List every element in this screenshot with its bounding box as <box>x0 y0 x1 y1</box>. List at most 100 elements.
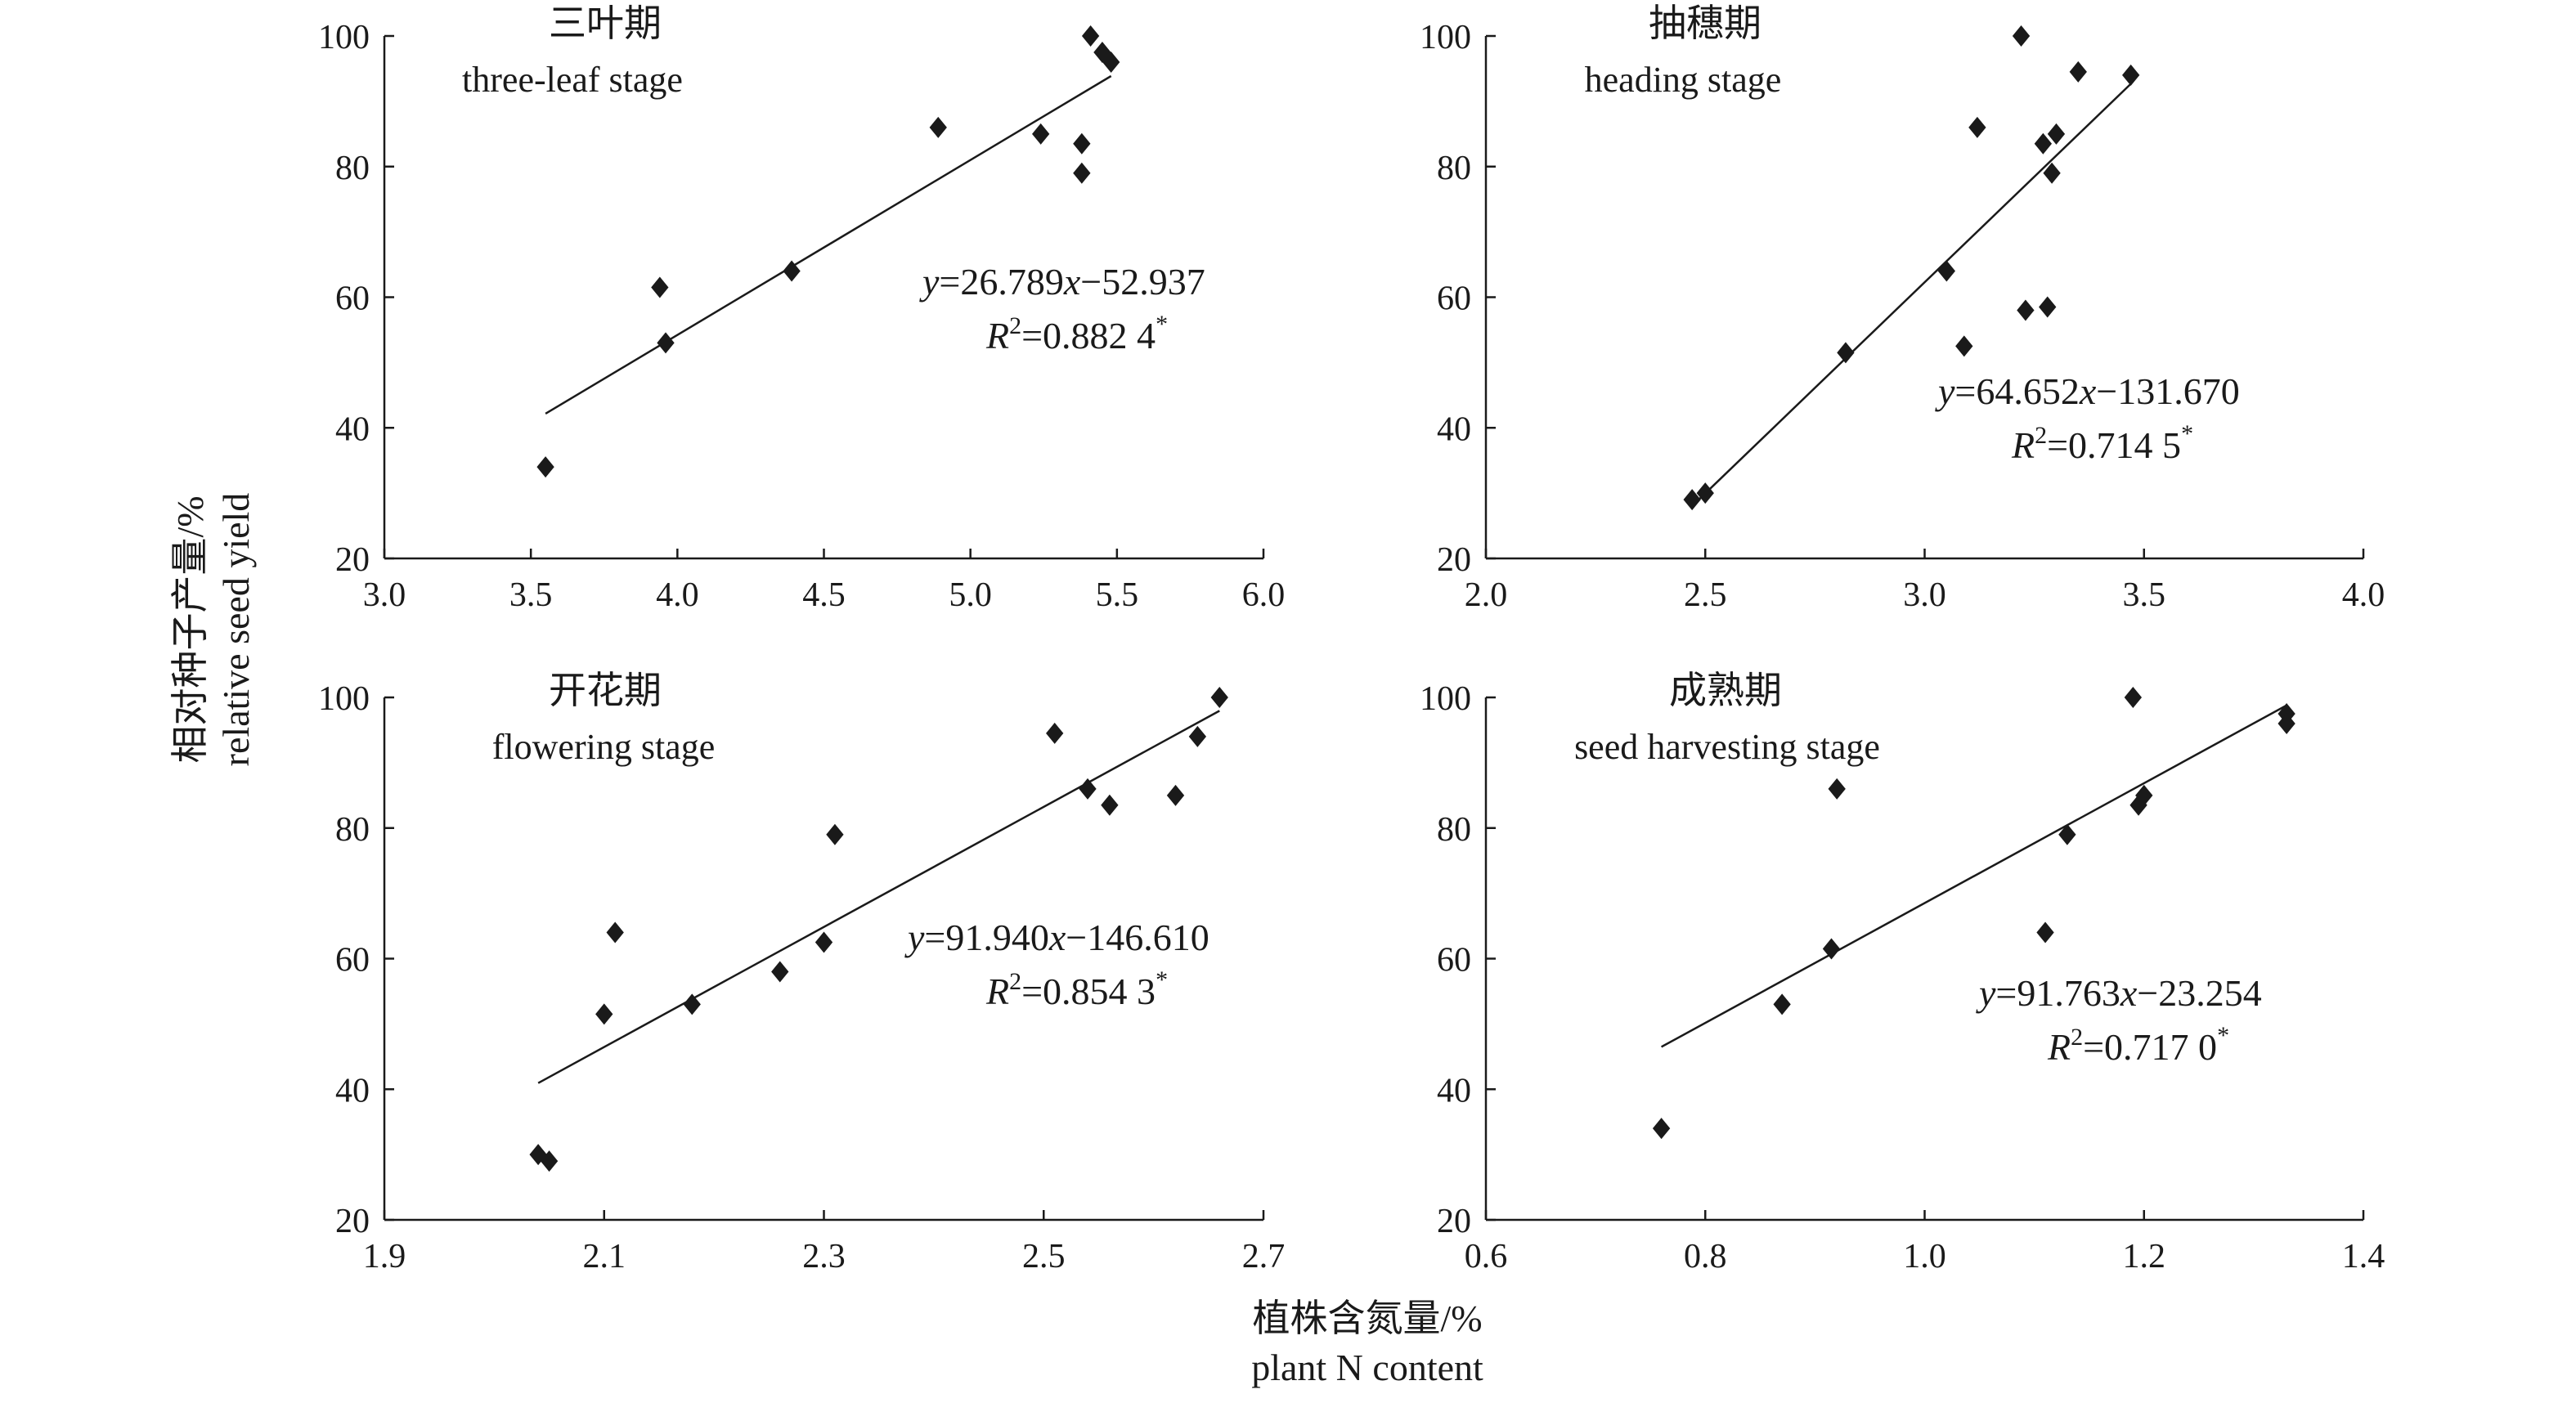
equation-x-symbol: x <box>2079 370 2097 412</box>
data-point <box>1968 116 1986 138</box>
x-tick-label: 3.5 <box>509 576 553 614</box>
panel-heading: 2.0 2.5 3.0 3.5 4.0 20 40 60 80 100 抽穗期 heading sta… <box>1420 2 2385 614</box>
y-tick-label: 80 <box>1437 150 1471 187</box>
data-point <box>1102 51 1120 73</box>
x-tick-label: 2.3 <box>802 1238 846 1275</box>
data-point <box>771 961 789 983</box>
r-squared-superscript: 2 <box>2071 1024 2083 1051</box>
y-tick-label: 80 <box>335 150 370 187</box>
data-point <box>1683 489 1701 511</box>
y-tick-label: 60 <box>1437 942 1471 979</box>
x-tick-label: 2.7 <box>1242 1238 1286 1275</box>
data-point <box>1828 778 1846 800</box>
data-point <box>1046 722 1064 744</box>
data-point <box>1093 41 1111 63</box>
data-point <box>1081 25 1100 47</box>
y-tick-label: 100 <box>318 680 370 718</box>
regression-equation: y=26.789x−52.937 <box>919 261 1205 303</box>
r-squared-value: =0.714 5 <box>2047 424 2181 466</box>
x-tick-label: 4.5 <box>802 576 846 614</box>
data-point <box>2017 299 2035 321</box>
equation-y-symbol: y <box>919 261 940 303</box>
significance-mark: * <box>1156 966 1168 993</box>
data-point <box>657 332 675 354</box>
equation-intercept: −131.670 <box>2096 370 2239 412</box>
equation-intercept: −52.937 <box>1080 261 1205 303</box>
regression-equation: y=91.940x−146.610 <box>904 917 1209 958</box>
r-squared-value: =0.882 4 <box>1021 315 1156 356</box>
y-tick-label: 80 <box>335 811 370 849</box>
equation-x-symbol: x <box>1063 261 1081 303</box>
data-point <box>595 1003 613 1025</box>
y-axis-label-cn: 相对种子产量/% <box>169 495 211 763</box>
x-tick-label: 5.0 <box>949 576 992 614</box>
x-tick-label: 5.5 <box>1096 576 1139 614</box>
r-squared-symbol: R <box>2047 1026 2071 1068</box>
data-point <box>1032 123 1050 145</box>
equation-y-symbol: y <box>1976 972 1996 1014</box>
panel-title-cn: 抽穗期 <box>1649 2 1761 44</box>
r-squared-value: =0.854 3 <box>1021 970 1156 1012</box>
data-point <box>683 993 701 1015</box>
r-squared-superscript: 2 <box>2035 422 2047 449</box>
y-tick-label: 60 <box>1437 280 1471 318</box>
x-tick-label: 2.5 <box>1022 1238 1066 1275</box>
equation-intercept: −23.254 <box>2137 972 2261 1014</box>
x-tick-label: 2.0 <box>1465 576 1508 614</box>
y-tick-label: 40 <box>335 410 370 448</box>
data-point <box>2034 132 2053 155</box>
x-axis-label-cn: 植株含氮量/% <box>1252 1298 1482 1339</box>
equation-slope: =91.940 <box>924 917 1048 958</box>
equation-y-symbol: y <box>904 917 925 958</box>
y-tick-label: 60 <box>335 942 370 979</box>
panel-three-leaf: 3.0 3.5 4.0 4.5 5.0 5.5 6.0 20 40 60 80 100 三叶期 three… <box>318 2 1285 614</box>
data-point <box>826 823 844 845</box>
significance-mark: * <box>2181 420 2193 447</box>
x-tick-label: 3.5 <box>2123 576 2166 614</box>
data-point <box>2043 162 2061 184</box>
data-point <box>540 1150 559 1172</box>
y-tick-label: 20 <box>335 1203 370 1240</box>
data-point <box>536 456 554 478</box>
y-tick-label: 100 <box>1420 680 1471 718</box>
data-point <box>2069 61 2087 83</box>
x-tick-label: 4.0 <box>2342 576 2385 614</box>
equation-slope: =26.789 <box>939 261 1063 303</box>
regression-equation: y=64.652x−131.670 <box>1935 370 2240 412</box>
panel-title-en: flowering stage <box>492 727 715 767</box>
data-point <box>2278 712 2296 734</box>
x-tick-label: 2.5 <box>1684 576 1727 614</box>
r-squared-superscript: 2 <box>1009 968 1021 995</box>
data-point <box>1210 687 1228 708</box>
r-squared: R2=0.717 0* <box>2047 1022 2229 1068</box>
data-point <box>606 921 624 944</box>
regression-line <box>1661 704 2287 1048</box>
data-point <box>1166 784 1185 806</box>
data-point <box>1188 725 1207 747</box>
r-squared-value: =0.717 0 <box>2083 1026 2217 1068</box>
r-squared: R2=0.882 4* <box>985 311 1168 356</box>
r-squared-symbol: R <box>985 970 1009 1012</box>
data-point <box>2047 123 2066 145</box>
equation-x-symbol: x <box>2120 972 2138 1014</box>
r-squared-symbol: R <box>2011 424 2035 466</box>
x-tick-label: 3.0 <box>363 576 406 614</box>
y-axis-label: 相对种子产量/% relative seed yield <box>169 493 257 767</box>
regression-line <box>537 710 1220 1084</box>
x-tick-label: 3.0 <box>1903 576 1946 614</box>
regression-line <box>545 74 1112 415</box>
data-point <box>2012 25 2031 47</box>
data-point <box>929 116 947 138</box>
data-point <box>1773 993 1791 1015</box>
x-tick-label: 0.6 <box>1465 1238 1508 1275</box>
panel-title-cn: 开花期 <box>549 670 662 711</box>
data-point <box>2121 64 2140 86</box>
r-squared-symbol: R <box>985 315 1009 356</box>
x-tick-label: 1.2 <box>2123 1238 2166 1275</box>
equation-y-symbol: y <box>1935 370 1955 412</box>
x-tick-label: 2.1 <box>583 1238 626 1275</box>
regression-line <box>1691 83 2132 507</box>
r-squared: R2=0.854 3* <box>985 966 1168 1012</box>
y-tick-label: 80 <box>1437 811 1471 849</box>
data-point <box>815 931 833 953</box>
